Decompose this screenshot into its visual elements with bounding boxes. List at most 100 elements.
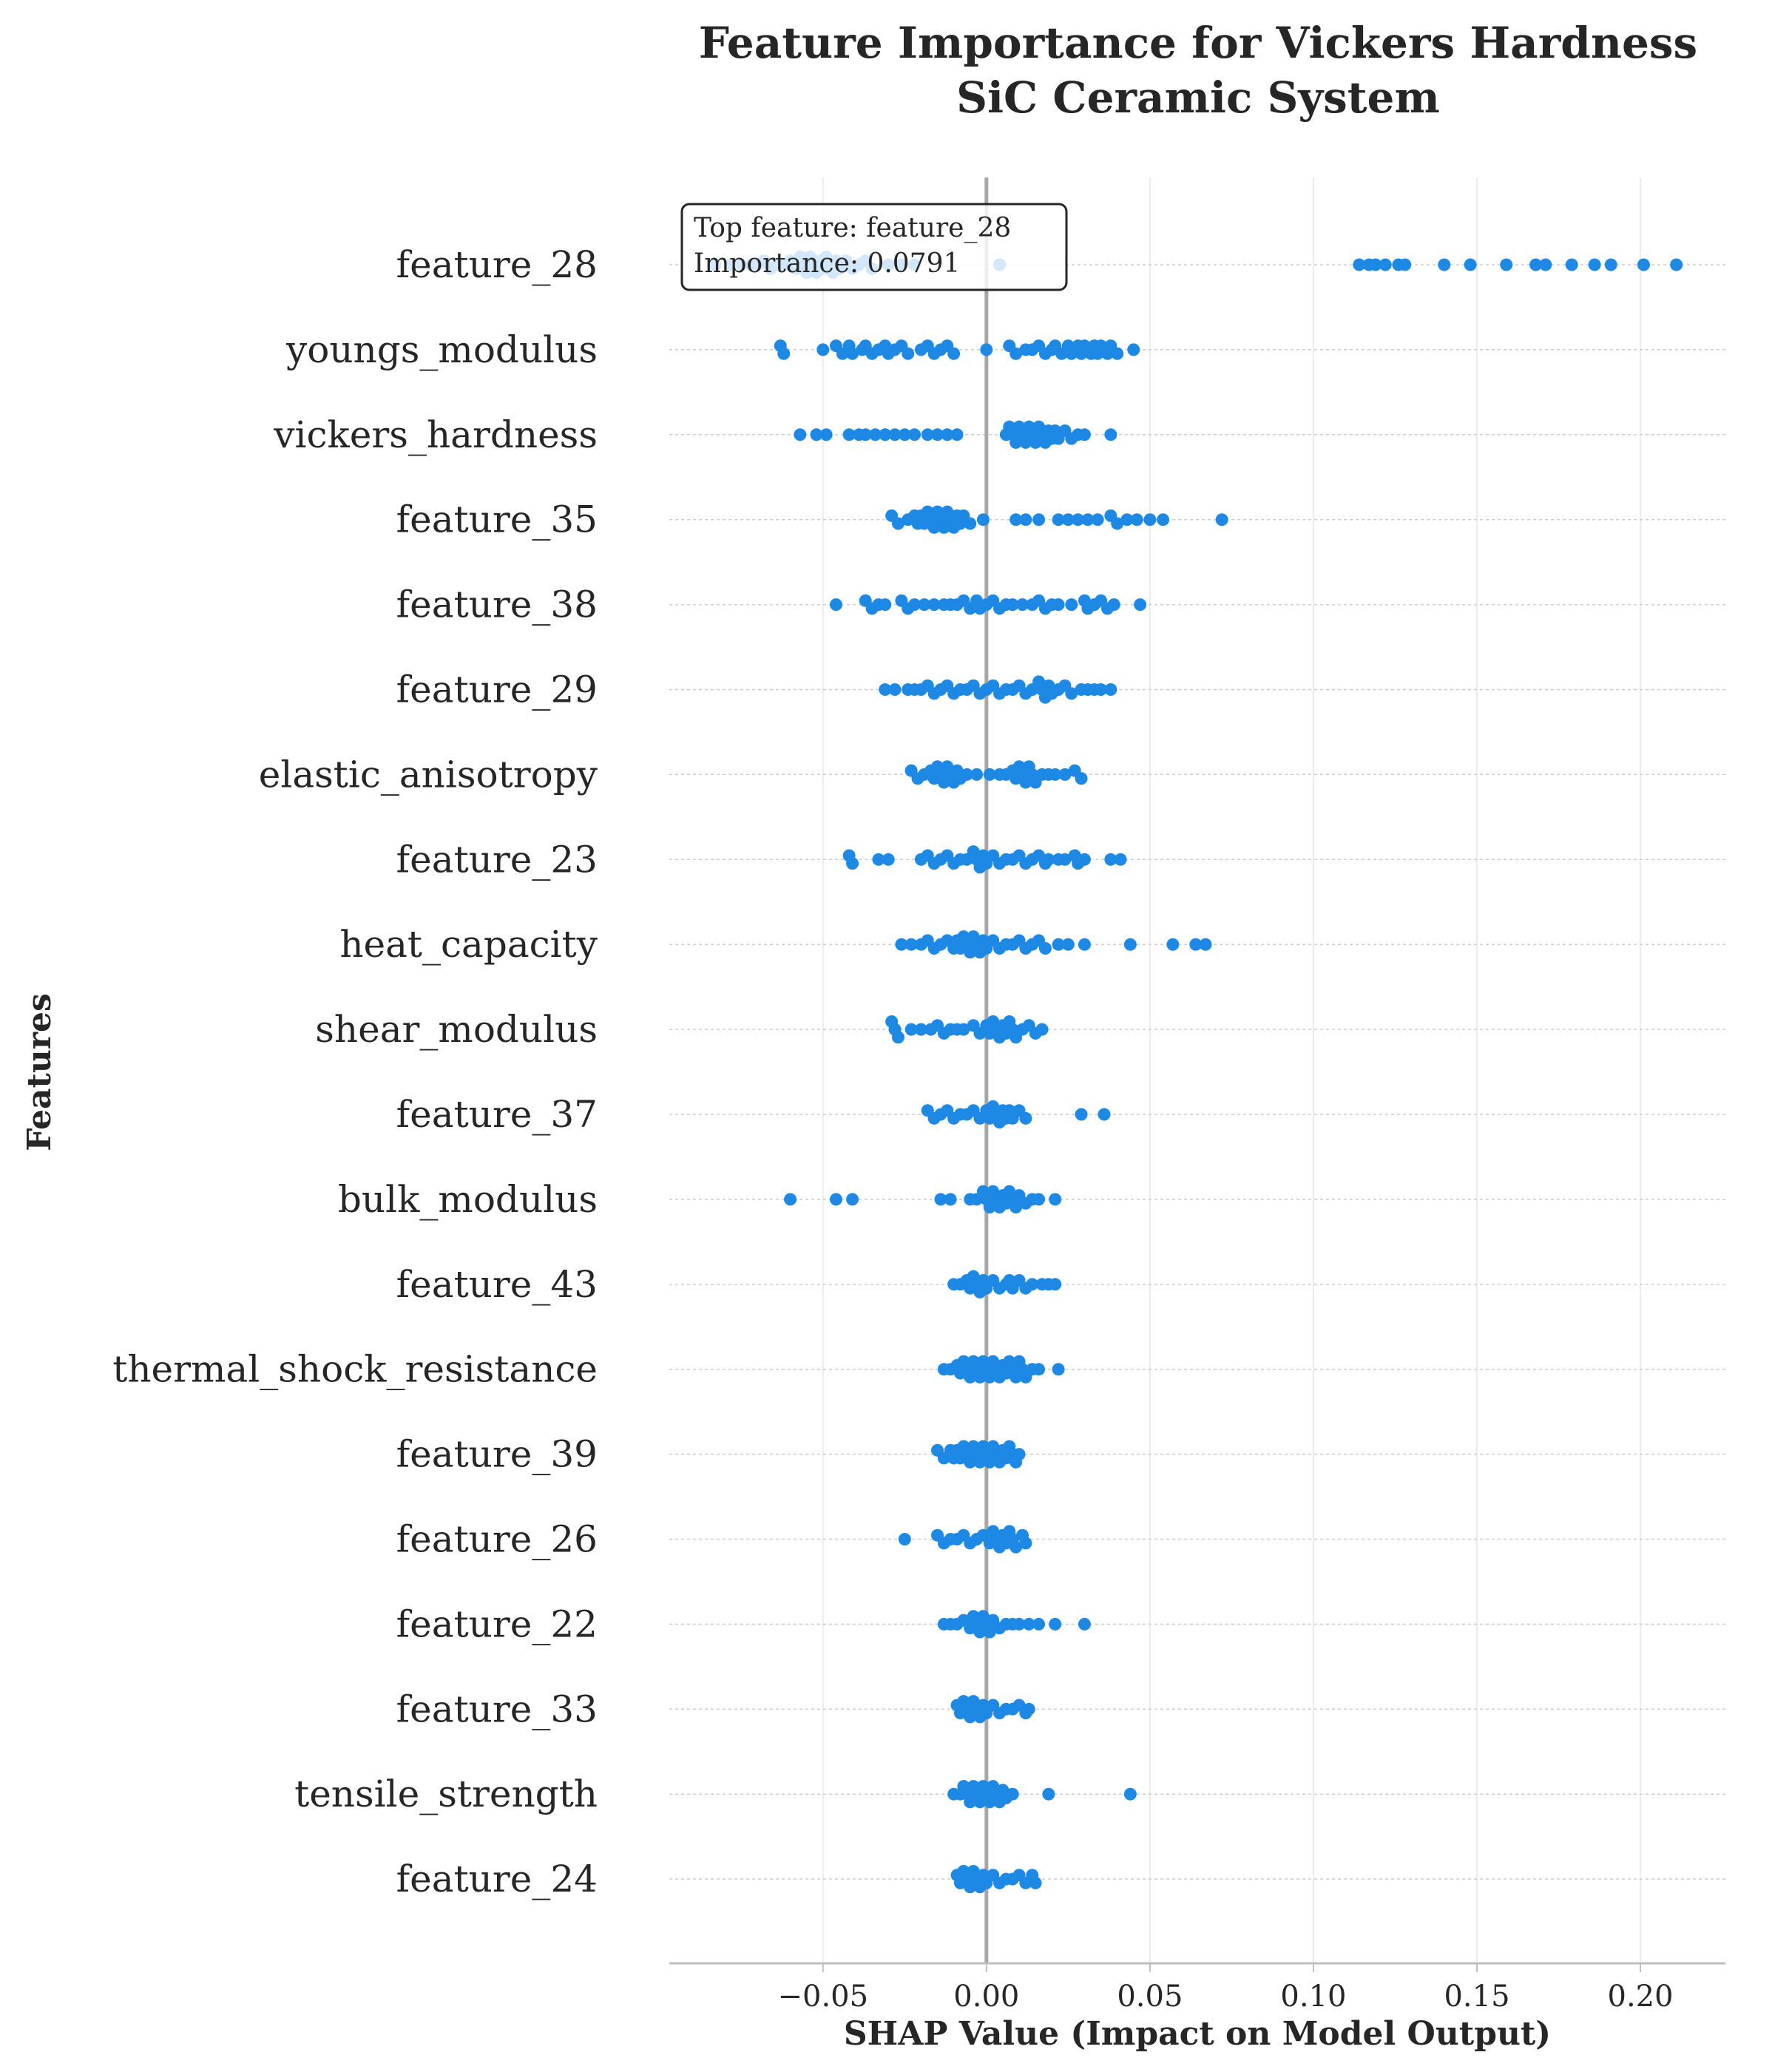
- shap-point: [1052, 513, 1065, 527]
- shap-point: [1123, 1787, 1137, 1801]
- shap-point: [1130, 513, 1143, 527]
- shap-point: [1539, 258, 1552, 271]
- shap-point: [1032, 513, 1046, 527]
- top-feature-annotation: Top feature: feature_28 Importance: 0.07…: [680, 203, 1068, 291]
- shap-point: [1379, 258, 1392, 271]
- shap-point: [973, 1455, 987, 1469]
- feature-label: feature_37: [396, 1093, 598, 1136]
- shap-point: [1049, 1278, 1062, 1291]
- shap-point: [1065, 687, 1078, 700]
- shap-point: [970, 768, 984, 781]
- shap-point: [1107, 598, 1120, 612]
- shap-point: [1464, 258, 1477, 271]
- feature-label: vickers_hardness: [273, 413, 598, 456]
- shap-point: [970, 1193, 984, 1206]
- shap-point: [1029, 1876, 1042, 1889]
- feature-label: youngs_modulus: [285, 328, 598, 371]
- shap-point: [1078, 1617, 1091, 1631]
- shap-point: [908, 598, 921, 612]
- shap-point: [973, 1880, 987, 1894]
- shap-point: [1032, 1363, 1046, 1376]
- shap-point: [882, 853, 895, 866]
- shap-point: [980, 343, 993, 356]
- shap-point: [1081, 513, 1095, 527]
- shap-point: [973, 1111, 987, 1125]
- shap-point: [859, 428, 872, 441]
- shap-point: [914, 1023, 927, 1036]
- feature-label: feature_22: [396, 1602, 598, 1645]
- shap-point: [973, 602, 987, 615]
- shap-point: [1012, 1448, 1026, 1461]
- shap-point: [1058, 853, 1072, 866]
- shap-point: [819, 428, 833, 441]
- shap-point: [908, 428, 921, 441]
- shap-point: [1010, 513, 1023, 527]
- shap-point: [973, 1625, 987, 1639]
- shap-point: [973, 946, 987, 959]
- shap-point: [895, 938, 908, 951]
- shap-point: [777, 347, 791, 360]
- shap-point: [1114, 853, 1127, 866]
- shap-point: [921, 428, 934, 441]
- x-tick-label: 0.15: [1444, 1980, 1509, 2014]
- shap-point: [973, 1710, 987, 1724]
- shap-point: [957, 1023, 970, 1036]
- shap-point: [846, 1193, 859, 1206]
- shap-point: [1006, 1787, 1019, 1801]
- shap-point: [1104, 428, 1117, 441]
- x-axis: −0.05 0.00 0.05 0.10 0.15 0.20: [669, 1962, 1725, 2014]
- shap-point: [1189, 938, 1203, 951]
- shap-point: [1098, 1108, 1111, 1121]
- feature-label: feature_28: [396, 243, 598, 286]
- x-tick-label: 0.20: [1608, 1980, 1674, 2014]
- shap-point: [1015, 598, 1029, 612]
- chart-title-line-1: Feature Importance for Vickers Hardness: [699, 18, 1697, 68]
- shap-point: [927, 598, 941, 612]
- shap-point: [1042, 853, 1055, 866]
- shap-point: [872, 853, 885, 866]
- shap-point: [1111, 347, 1124, 360]
- shap-point: [879, 598, 892, 612]
- x-axis-label: SHAP Value (Impact on Model Output): [844, 2015, 1551, 2053]
- shap-point: [879, 683, 892, 696]
- feature-label: tensile_strength: [294, 1773, 598, 1815]
- shap-point: [1032, 1617, 1046, 1631]
- shap-point: [902, 347, 915, 360]
- shap-point: [944, 1193, 957, 1206]
- shap-point: [947, 347, 961, 360]
- shap-point: [1199, 938, 1212, 951]
- shap-point: [1123, 938, 1137, 951]
- shap-point: [1026, 1278, 1039, 1291]
- shap-point: [1042, 1787, 1055, 1801]
- shap-point: [1529, 258, 1543, 271]
- shap-point: [891, 1031, 904, 1044]
- shap-point: [842, 428, 856, 441]
- shap-point: [891, 517, 904, 530]
- shap-point: [1061, 938, 1075, 951]
- shap-point: [931, 428, 944, 441]
- shap-point: [1049, 1193, 1062, 1206]
- shap-point: [794, 428, 807, 441]
- shap-point: [829, 598, 842, 612]
- feature-label: feature_39: [396, 1433, 598, 1476]
- x-tick-label: 0.10: [1280, 1980, 1346, 2014]
- shap-point: [846, 857, 859, 870]
- feature-label: feature_38: [396, 583, 598, 626]
- shap-point: [983, 1625, 996, 1639]
- feature-label: elastic_anisotropy: [259, 753, 598, 796]
- shap-point: [1049, 768, 1062, 781]
- shap-point: [1670, 258, 1683, 271]
- shap-point: [941, 428, 954, 441]
- shap-point: [1052, 938, 1065, 951]
- shap-point: [1022, 1702, 1035, 1716]
- shap-point: [1038, 942, 1052, 955]
- shap-point: [918, 598, 931, 612]
- y-axis-label: Features: [21, 993, 58, 1151]
- shap-point: [973, 861, 987, 874]
- shap-point: [983, 768, 996, 781]
- shap-point: [1061, 513, 1075, 527]
- shap-point: [1019, 513, 1032, 527]
- shap-point: [1095, 683, 1108, 696]
- shap-point: [934, 1193, 947, 1206]
- annotation-box: [680, 203, 1068, 291]
